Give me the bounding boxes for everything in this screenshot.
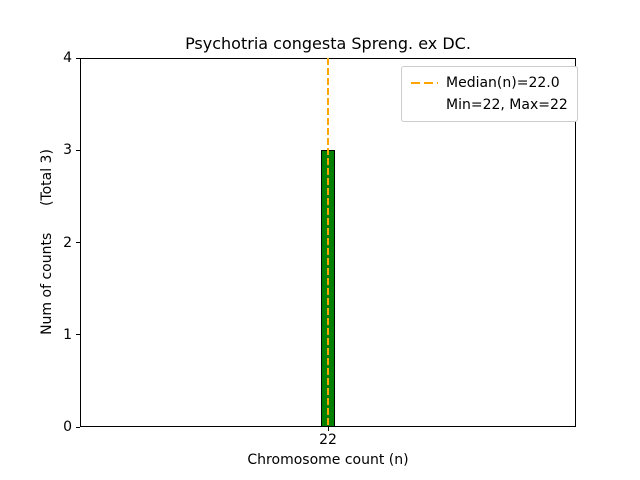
y-tick-label: 4 (63, 50, 72, 66)
y-tick-mark (76, 242, 80, 243)
legend-dashed-line-icon (411, 82, 438, 84)
y-tick-label: 1 (63, 326, 72, 343)
y-tick-mark (76, 149, 80, 151)
legend: Median(n)=22.0 Min=22, Max=22 (401, 66, 578, 122)
x-tick-mark (327, 427, 329, 431)
legend-entry: Min=22, Max=22 (411, 96, 568, 114)
y-tick-label: 3 (63, 142, 72, 159)
legend-entry: Median(n)=22.0 (411, 74, 568, 92)
y-tick-mark (76, 57, 80, 59)
legend-label: Median(n)=22.0 (446, 75, 560, 91)
chart-title: Psychotria congesta Spreng. ex DC. (185, 34, 471, 53)
y-tick-label: 0 (63, 419, 72, 435)
legend-label: Min=22, Max=22 (446, 97, 568, 113)
x-axis-label: Chromosome count (n) (247, 452, 409, 468)
legend-handle-blank (411, 104, 438, 106)
x-tick-label: 22 (319, 432, 337, 448)
y-tick-mark (76, 334, 80, 336)
median-line (327, 58, 329, 427)
y-tick-mark (76, 426, 80, 428)
y-tick-label: 2 (63, 234, 72, 251)
